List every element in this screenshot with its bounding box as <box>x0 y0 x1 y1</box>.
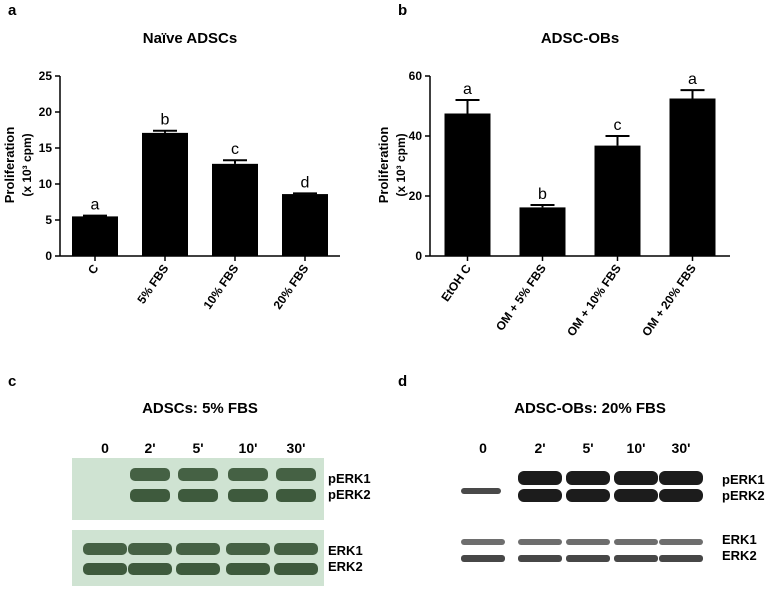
blot-c-band-erk1 <box>176 543 220 555</box>
blot-c-label-erk2: ERK2 <box>328 559 363 574</box>
blot-c-title: ADSCs: 5% FBS <box>142 400 258 417</box>
chart-a: Proliferation (x 10³ cpm) 0510152025aCb5… <box>2 69 340 312</box>
chart-a-sig-letter: b <box>161 112 170 129</box>
chart-a-ytick-label: 5 <box>45 213 52 227</box>
chart-b-sig-letter: b <box>538 186 547 203</box>
panel-letter-a: a <box>8 2 17 19</box>
blot-d-band-perk2 <box>659 489 703 502</box>
blot-d-band-perk2 <box>518 489 562 502</box>
blot-d-label-erk2: ERK2 <box>722 548 757 563</box>
chart-a-bar <box>72 216 118 256</box>
chart-a-sig-letter: d <box>301 174 310 191</box>
blot-d-band-perk1 <box>566 471 610 485</box>
blot-d-band-perk1 <box>614 471 658 485</box>
blot-c-band-perk2 <box>228 489 268 502</box>
blot-d-lane-30: 30' <box>671 440 691 456</box>
blot-c-total-membrane <box>72 530 324 586</box>
blot-c-lane-2: 2' <box>144 440 156 456</box>
blot-d-lane-10: 10' <box>626 440 646 456</box>
blot-d-lane-2: 2' <box>534 440 546 456</box>
blot-d-lane-5: 5' <box>582 440 594 456</box>
blot-d-band-erk2 <box>614 555 658 562</box>
chart-a-ylabel-unit: (x 10³ cpm) <box>20 133 34 196</box>
chart-b-ylabel-unit: (x 10³ cpm) <box>394 133 408 196</box>
blot-d-title: ADSC-OBs: 20% FBS <box>514 400 666 417</box>
blot-c-band-perk1 <box>228 468 268 481</box>
chart-b-ylabel-main: Proliferation <box>376 127 391 204</box>
blot-c-band-perk2 <box>178 489 218 502</box>
blot-c-band-perk1 <box>276 468 316 481</box>
blot-c-band-perk1 <box>130 468 170 481</box>
blot-c-label-perk1: pERK1 <box>328 471 371 486</box>
blot-c-band-perk1 <box>178 468 218 481</box>
chart-a-sig-letter: c <box>231 141 239 158</box>
chart-b-ytick-label: 0 <box>415 249 422 263</box>
blot-c-lane-30: 30' <box>286 440 306 456</box>
blot-c-band-erk2 <box>226 563 270 575</box>
blot-d-band-erk1 <box>659 539 703 545</box>
blot-d-band-erk2 <box>518 555 562 562</box>
blot-c-band-erk1 <box>128 543 172 555</box>
blot-c-band-erk2 <box>274 563 318 575</box>
blot-c-band-erk2 <box>176 563 220 575</box>
blot-d-band-erk1 <box>566 539 610 545</box>
blot-c-band-perk2 <box>276 489 316 502</box>
chart-b-bar <box>594 145 641 256</box>
chart-b-bar <box>444 113 491 256</box>
chart-b-ylabel: Proliferation (x 10³ cpm) <box>376 127 408 204</box>
blot-c-label-erk1: ERK1 <box>328 543 363 558</box>
chart-b-sig-letter: a <box>463 81 472 98</box>
chart-b-bar <box>669 98 716 256</box>
chart-a-ytick-label: 15 <box>39 141 53 155</box>
blot-d-band-erk2 <box>659 555 703 562</box>
chart-b-bar <box>519 207 566 256</box>
blot-d-lane-0: 0 <box>479 440 487 456</box>
blot-d-label-perk1: pERK1 <box>722 472 765 487</box>
blot-c-band-erk1 <box>83 543 127 555</box>
chart-a-bar <box>282 194 328 256</box>
panel-letter-d: d <box>398 373 408 390</box>
blot-d-band-erk1 <box>461 539 505 545</box>
blot-c-band-erk2 <box>128 563 172 575</box>
blot-c-band-perk2 <box>130 489 170 502</box>
chart-b-title: ADSC-OBs <box>540 30 620 47</box>
blot-d-label-perk2: pERK2 <box>722 488 765 503</box>
chart-a-sig-letter: a <box>91 197 100 214</box>
blot-d-band-erk2 <box>461 555 505 562</box>
blot-d-band-erk1 <box>614 539 658 545</box>
blot-d-band-perk2 <box>614 489 658 502</box>
blot-d-band-perk-basal <box>461 488 501 494</box>
chart-a-ytick-label: 10 <box>39 177 53 191</box>
chart-a-title: Naïve ADSCs <box>142 30 238 47</box>
blot-d-label-erk1: ERK1 <box>722 532 757 547</box>
blot-c-lane-10: 10' <box>238 440 258 456</box>
panel-letter-c: c <box>8 373 17 390</box>
blot-c-band-erk1 <box>226 543 270 555</box>
chart-a-ylabel: Proliferation (x 10³ cpm) <box>2 127 34 204</box>
chart-a-ylabel-main: Proliferation <box>2 127 17 204</box>
blot-d-band-perk1 <box>518 471 562 485</box>
panel-letter-b: b <box>398 2 408 19</box>
chart-b-ytick-label: 40 <box>409 129 423 143</box>
blot-c-band-erk2 <box>83 563 127 575</box>
blot-c-band-erk1 <box>274 543 318 555</box>
chart-a-ytick-label: 25 <box>39 69 53 83</box>
chart-b-ytick-label: 20 <box>409 189 423 203</box>
chart-b-sig-letter: c <box>614 117 622 134</box>
chart-a-bar <box>212 163 258 256</box>
blot-d-band-perk2 <box>566 489 610 502</box>
blot-d-band-perk1 <box>659 471 703 485</box>
chart-b-ytick-label: 60 <box>409 69 423 83</box>
blot-c-lane-5: 5' <box>192 440 204 456</box>
chart-a-ytick-label: 0 <box>45 249 52 263</box>
blot-d-band-erk1 <box>518 539 562 545</box>
blot-c-label-perk2: pERK2 <box>328 487 371 502</box>
chart-a-ytick-label: 20 <box>39 105 53 119</box>
blot-d-band-erk2 <box>566 555 610 562</box>
chart-a-bar <box>142 132 188 256</box>
chart-b-sig-letter: a <box>688 71 697 88</box>
blot-c-lane-0: 0 <box>101 440 109 456</box>
